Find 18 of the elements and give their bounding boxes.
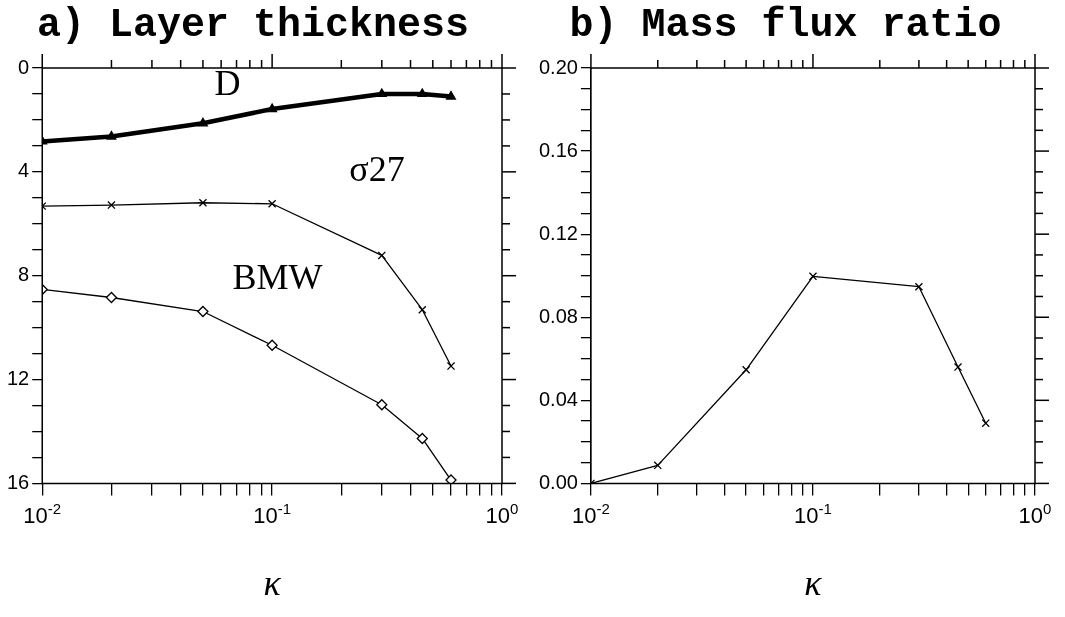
y-tick-label: 8 (18, 263, 30, 286)
legend-label: D (214, 63, 241, 104)
series-label: σ27 (349, 149, 405, 190)
chart-title: a) Layer thickness (36, 3, 470, 49)
y-tick-label: 16 (7, 470, 30, 493)
series-label: BMW (232, 256, 323, 297)
y-tick-label: 4 (18, 159, 30, 182)
chart-title: b) Mass flux ratio (569, 3, 1002, 49)
y-tick-label: 0.16 (538, 138, 578, 161)
x-axis-title: κ (804, 562, 823, 603)
y-tick-label: 12 (7, 367, 30, 390)
y-tick-label: 0.20 (538, 55, 578, 78)
y-tick-label: 0 (18, 55, 30, 78)
y-tick-label: 0.12 (538, 221, 578, 244)
y-tick-label: 0.04 (538, 387, 578, 410)
x-axis-title: κ (263, 562, 282, 603)
y-tick-label: 0.00 (538, 470, 578, 493)
y-tick-label: 0.08 (538, 304, 578, 327)
